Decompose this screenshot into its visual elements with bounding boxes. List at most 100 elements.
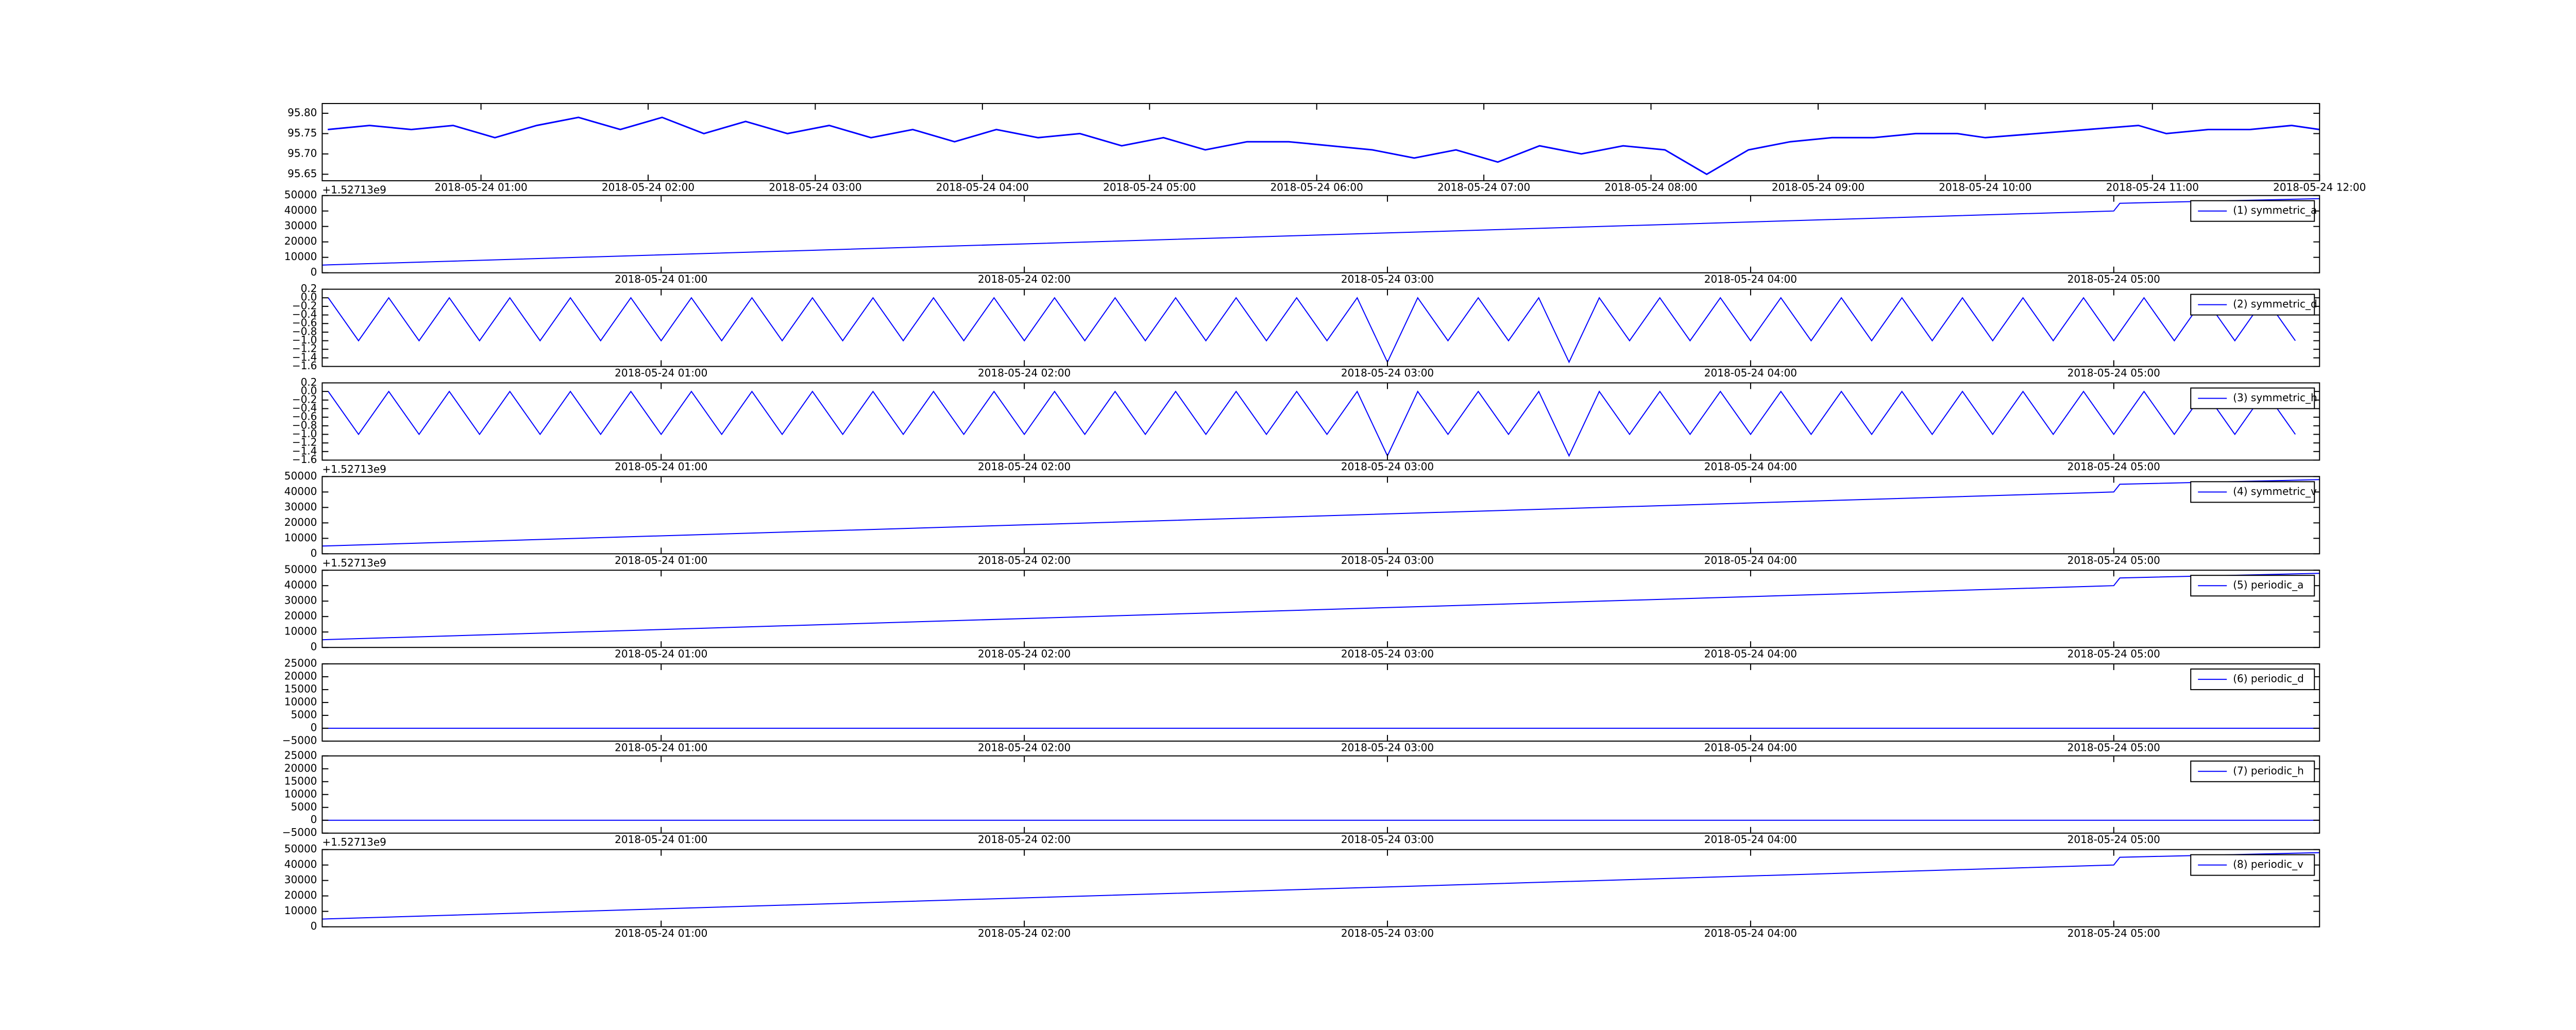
x-tick-label: 2018-05-24 03:00	[1341, 833, 1434, 846]
x-tick-label: 2018-05-24 01:00	[615, 927, 707, 939]
x-tick-label: 2018-05-24 05:00	[2067, 927, 2160, 939]
y-tick-label: −1.0	[292, 427, 317, 440]
x-tick-label: 2018-05-24 03:00	[1341, 273, 1434, 285]
offset-text: +1.52713e9	[322, 183, 386, 196]
x-tick-label: 2018-05-24 01:00	[434, 181, 527, 193]
y-tick-label: 50000	[284, 563, 317, 576]
y-tick-label: 20000	[284, 516, 317, 528]
y-tick-label: −0.6	[292, 410, 317, 423]
y-tick-label: −1.2	[292, 342, 317, 355]
y-tick-label: 95.80	[287, 106, 317, 118]
y-tick-label: 95.65	[287, 167, 317, 180]
y-tick-label: 30000	[284, 873, 317, 886]
y-tick-label: 0.2	[301, 376, 317, 388]
axes-frame	[321, 103, 2320, 181]
x-tick-label: 2018-05-24 06:00	[1270, 181, 1363, 193]
x-tick-label: 2018-05-24 04:00	[936, 181, 1029, 193]
x-tick-label: 2018-05-24 01:00	[615, 273, 707, 285]
y-tick-label: −0.4	[292, 402, 317, 414]
x-tick-label: 2018-05-24 01:00	[615, 367, 707, 379]
y-tick-label: 95.70	[287, 147, 317, 159]
x-tick-label: 2018-05-24 04:00	[1704, 460, 1797, 473]
data-line	[322, 573, 2320, 641]
y-tick-label: 40000	[284, 485, 317, 497]
x-tick-label: 2018-05-24 03:00	[1341, 460, 1434, 473]
offset-text: +1.52713e9	[322, 836, 386, 848]
y-tick-label: −1.6	[292, 359, 317, 372]
axes-frame	[321, 382, 2320, 461]
offset-text: +1.52713e9	[322, 463, 386, 475]
y-tick-label: 40000	[284, 858, 317, 870]
y-tick-label: 95.75	[287, 127, 317, 139]
y-tick-label: 0	[311, 722, 317, 734]
data-line	[328, 390, 2296, 457]
y-tick-label: 50000	[284, 843, 317, 855]
y-tick-label: 0	[311, 920, 317, 932]
x-tick-label: 2018-05-24 02:00	[978, 273, 1071, 285]
x-tick-label: 2018-05-24 07:00	[1437, 181, 1530, 193]
x-tick-label: 2018-05-24 05:00	[1103, 181, 1196, 193]
x-tick-label: 2018-05-24 09:00	[1772, 181, 1865, 193]
legend-label: (2) symmetric_d	[2233, 298, 2317, 310]
y-tick-label: 20000	[284, 610, 317, 622]
x-tick-label: 2018-05-24 03:00	[1341, 554, 1434, 566]
legend-label: (6) periodic_d	[2233, 673, 2304, 685]
x-tick-label: 2018-05-24 05:00	[2067, 367, 2160, 379]
y-tick-label: 20000	[284, 762, 317, 774]
y-tick-label: 0.0	[301, 385, 317, 397]
y-tick-label: 40000	[284, 204, 317, 216]
y-tick-label: 10000	[284, 787, 317, 800]
x-tick-label: 2018-05-24 01:00	[615, 742, 707, 754]
y-tick-label: 15000	[284, 775, 317, 787]
y-tick-label: 0.0	[301, 291, 317, 303]
y-tick-label: −5000	[282, 826, 317, 838]
axes-frame	[321, 195, 2320, 273]
y-tick-label: 30000	[284, 594, 317, 607]
y-tick-label: −1.6	[292, 453, 317, 466]
x-tick-label: 2018-05-24 05:00	[2067, 554, 2160, 566]
axes-frame	[321, 570, 2320, 648]
x-tick-label: 2018-05-24 04:00	[1704, 927, 1797, 939]
x-tick-label: 2018-05-24 02:00	[978, 367, 1071, 379]
x-tick-label: 2018-05-24 05:00	[2067, 460, 2160, 473]
axes-frame	[321, 755, 2320, 834]
x-tick-label: 2018-05-24 08:00	[1604, 181, 1697, 193]
x-tick-label: 2018-05-24 02:00	[978, 927, 1071, 939]
axes-frame	[321, 663, 2320, 742]
x-tick-label: 2018-05-24 04:00	[1704, 742, 1797, 754]
y-tick-label: 10000	[284, 625, 317, 638]
data-line	[328, 297, 2296, 364]
y-tick-label: 0	[311, 266, 317, 278]
y-tick-label: −1.4	[292, 351, 317, 363]
y-tick-label: 30000	[284, 219, 317, 232]
y-tick-label: 50000	[284, 470, 317, 482]
y-tick-label: 25000	[284, 749, 317, 761]
y-tick-label: 40000	[284, 579, 317, 591]
y-tick-label: −0.2	[292, 393, 317, 405]
y-tick-label: 15000	[284, 683, 317, 695]
x-tick-label: 2018-05-24 05:00	[2067, 273, 2160, 285]
axes-frame	[321, 849, 2320, 928]
y-tick-label: −0.4	[292, 308, 317, 320]
y-tick-label: −1.2	[292, 436, 317, 449]
data-line	[322, 852, 2320, 920]
y-tick-label: −0.6	[292, 317, 317, 329]
x-tick-label: 2018-05-24 01:00	[615, 648, 707, 660]
x-tick-label: 2018-05-24 02:00	[978, 648, 1071, 660]
data-line	[322, 198, 2320, 266]
x-tick-label: 2018-05-24 01:00	[615, 833, 707, 846]
y-tick-label: −1.0	[292, 334, 317, 346]
x-tick-label: 2018-05-24 05:00	[2067, 833, 2160, 846]
y-tick-label: −0.8	[292, 419, 317, 431]
legend-label: (1) symmetric_a	[2233, 204, 2317, 216]
y-tick-label: −0.2	[292, 299, 317, 312]
axes-frame	[321, 476, 2320, 555]
x-tick-label: 2018-05-24 12:00	[2273, 181, 2366, 193]
data-line	[322, 479, 2320, 547]
x-tick-label: 2018-05-24 04:00	[1704, 554, 1797, 566]
legend-label: (7) periodic_h	[2233, 764, 2304, 777]
x-tick-label: 2018-05-24 03:00	[1341, 648, 1434, 660]
x-tick-label: 2018-05-24 02:00	[978, 460, 1071, 473]
y-tick-label: 50000	[284, 188, 317, 201]
